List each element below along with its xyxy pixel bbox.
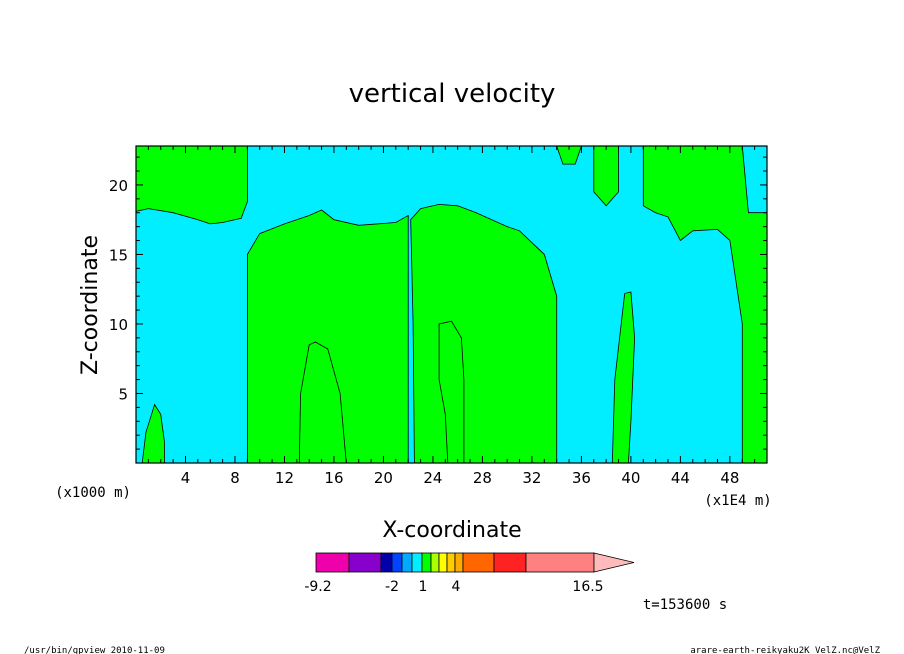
colorbar-segment — [348, 552, 382, 573]
x-tick-label: 40 — [621, 469, 640, 487]
x-scale-note: (x1E4 m) — [704, 493, 771, 509]
colorbar-labels: -9.2 -2 1 4 16.5 — [304, 579, 603, 595]
colorbar — [315, 552, 635, 573]
colorbar-segment — [421, 552, 432, 573]
positive-region-center-right-column — [410, 203, 558, 463]
x-tick-label: 16 — [324, 469, 343, 487]
colorbar-label: 16.5 — [572, 579, 603, 595]
x-tick-label: 24 — [423, 469, 442, 487]
y-axis: 5 10 15 20 — [109, 156, 767, 450]
colorbar-label: 4 — [452, 579, 461, 595]
x-tick-label: 12 — [275, 469, 294, 487]
plot-frame — [135, 145, 768, 464]
colorbar-label: 1 — [419, 579, 428, 595]
x-unit-note: (x1000 m) — [55, 485, 131, 501]
footer-right: arare-earth-reikyaku2K_VelZ.nc@VelZ — [690, 646, 880, 654]
time-label: t=153600 s — [643, 597, 727, 613]
colorbar-segment — [391, 552, 403, 573]
y-tick-label: 10 — [109, 316, 128, 334]
x-tick-label: 4 — [181, 469, 191, 487]
colorbar-label: -2 — [385, 579, 399, 595]
colorbar-segment — [430, 552, 440, 573]
chart-title: vertical velocity — [349, 79, 556, 109]
x-tick-label: 8 — [230, 469, 240, 487]
positive-region-right-plume — [611, 291, 636, 463]
positive-region-upper-right-2 — [593, 146, 619, 207]
plot-area — [135, 145, 768, 464]
y-axis-label: Z-coordinate — [78, 235, 103, 375]
x-tick-label: 44 — [671, 469, 690, 487]
footer-left: /usr/bin/gpview 2010-11-09 — [24, 646, 165, 654]
colorbar-segment — [438, 552, 448, 573]
colorbar-label: -9.2 — [304, 579, 331, 595]
colorbar-segment — [401, 552, 413, 573]
positive-region-far-right — [642, 146, 767, 463]
colorbar-segment — [446, 552, 456, 573]
colorbar-segment — [380, 552, 393, 573]
colorbar-arrow — [593, 552, 635, 573]
y-tick-label: 15 — [109, 246, 128, 264]
colorbar-segment — [462, 552, 495, 573]
x-tick-label: 48 — [720, 469, 739, 487]
y-tick-label: 20 — [109, 177, 128, 195]
positive-region-mid-column — [298, 341, 347, 463]
positive-region-upper-right — [556, 146, 582, 165]
x-tick-label: 20 — [374, 469, 393, 487]
x-axis: 4 8 12 16 20 24 28 32 36 40 44 48 — [147, 146, 756, 487]
y-tick-label: 5 — [118, 385, 128, 403]
x-tick-label: 28 — [473, 469, 492, 487]
x-tick-label: 36 — [572, 469, 591, 487]
colorbar-segment — [493, 552, 527, 573]
x-axis-label: X-coordinate — [382, 518, 521, 543]
colorbar-segment — [454, 552, 464, 573]
colorbar-segment — [411, 552, 423, 573]
positive-region-upper-left — [136, 146, 248, 225]
colorbar-segment — [315, 552, 350, 573]
x-tick-label: 32 — [522, 469, 541, 487]
colorbar-segment — [525, 552, 595, 573]
